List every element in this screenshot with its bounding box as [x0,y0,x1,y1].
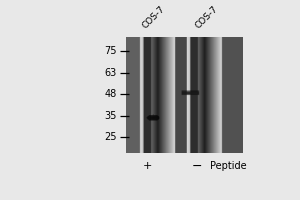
Text: COS-7: COS-7 [194,4,220,30]
Text: 35: 35 [104,111,117,121]
Text: COS-7: COS-7 [140,4,166,30]
Text: −: − [191,160,202,173]
Text: 63: 63 [104,68,117,78]
Text: +: + [143,161,153,171]
Text: 25: 25 [104,132,117,142]
Text: 75: 75 [104,46,117,56]
Text: 48: 48 [104,89,117,99]
Text: Peptide: Peptide [210,161,247,171]
